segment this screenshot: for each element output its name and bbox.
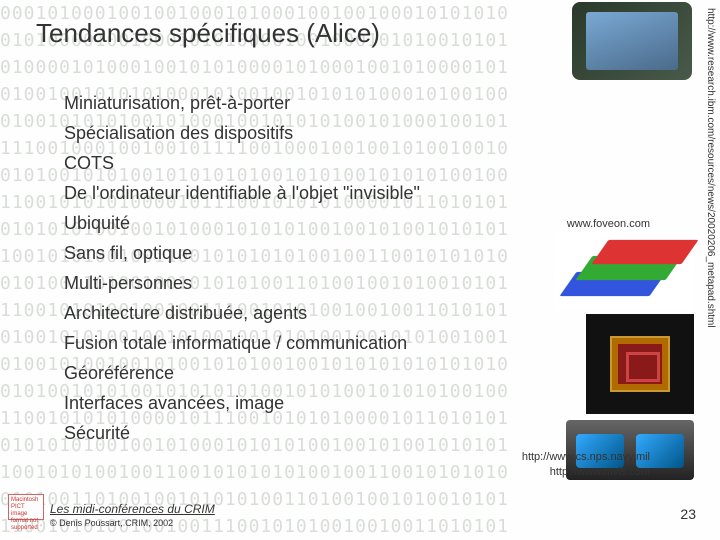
page-number: 23 [680,506,696,522]
image-pda [572,2,692,80]
vertical-source-url: http://www.research.ibm.com/resources/ne… [705,8,716,328]
chip-core [612,338,668,390]
bullet-item: Géoréférence [64,358,420,388]
foveon-layer-red [592,240,699,264]
bullet-item: COTS [64,148,420,178]
page-title: Tendances spécifiques (Alice) [36,18,380,49]
bullet-item: Ubiquité [64,208,420,238]
bullet-item: Spécialisation des dispositifs [64,118,420,148]
footer-copyright: © Denis Poussart, CRIM, 2002 [50,518,215,528]
footer-conference: Les midi-conférences du CRIM [50,502,215,516]
bullet-item: Multi-personnes [64,268,420,298]
image-foveon-sensor [554,232,694,310]
bullet-item: Sans fil, optique [64,238,420,268]
bullet-item: Miniaturisation, prêt-à-porter [64,88,420,118]
caption-foveon: www.foveon.com [567,218,650,230]
caption-bottom: http://www.cs.nps.navy.milhttp://www.mvi… [522,450,650,480]
bullet-item: De l'ordinateur identifiable à l'objet "… [64,178,420,208]
bullet-item: Architecture distribuée, agents [64,298,420,328]
bullet-list: Miniaturisation, prêt-à-porterSpécialisa… [64,88,420,448]
missing-image-icon: Macintosh PICT image format not supporte… [8,494,44,520]
bullet-item: Interfaces avancées, image [64,388,420,418]
bullet-item: Sécurité [64,418,420,448]
image-chip [586,314,694,414]
bullet-item: Fusion totale informatique / communicati… [64,328,420,358]
footer: Les midi-conférences du CRIM © Denis Pou… [50,502,215,528]
